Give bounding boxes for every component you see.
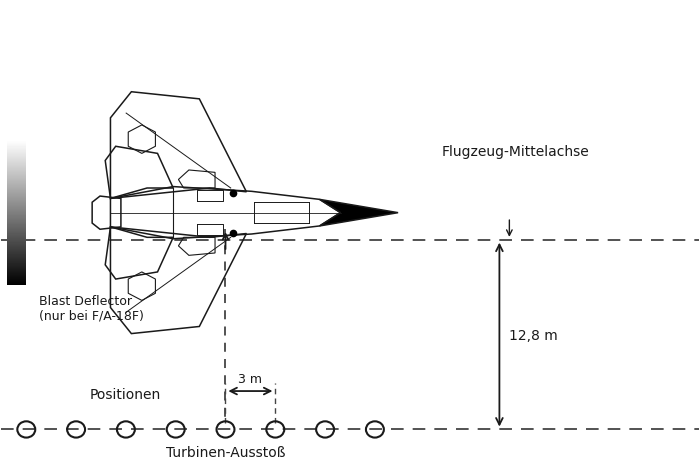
Text: 12,8 m: 12,8 m xyxy=(510,328,558,342)
Text: Positionen: Positionen xyxy=(90,387,161,402)
Text: 3 m: 3 m xyxy=(239,372,262,385)
Text: Flugzeug-Mittelachse: Flugzeug-Mittelachse xyxy=(441,145,589,159)
Text: Turbinen-Ausstoß: Turbinen-Ausstoß xyxy=(166,446,285,459)
Text: Blast Deflector
(nur bei F/A-18F): Blast Deflector (nur bei F/A-18F) xyxy=(38,294,144,322)
Polygon shape xyxy=(320,200,398,227)
